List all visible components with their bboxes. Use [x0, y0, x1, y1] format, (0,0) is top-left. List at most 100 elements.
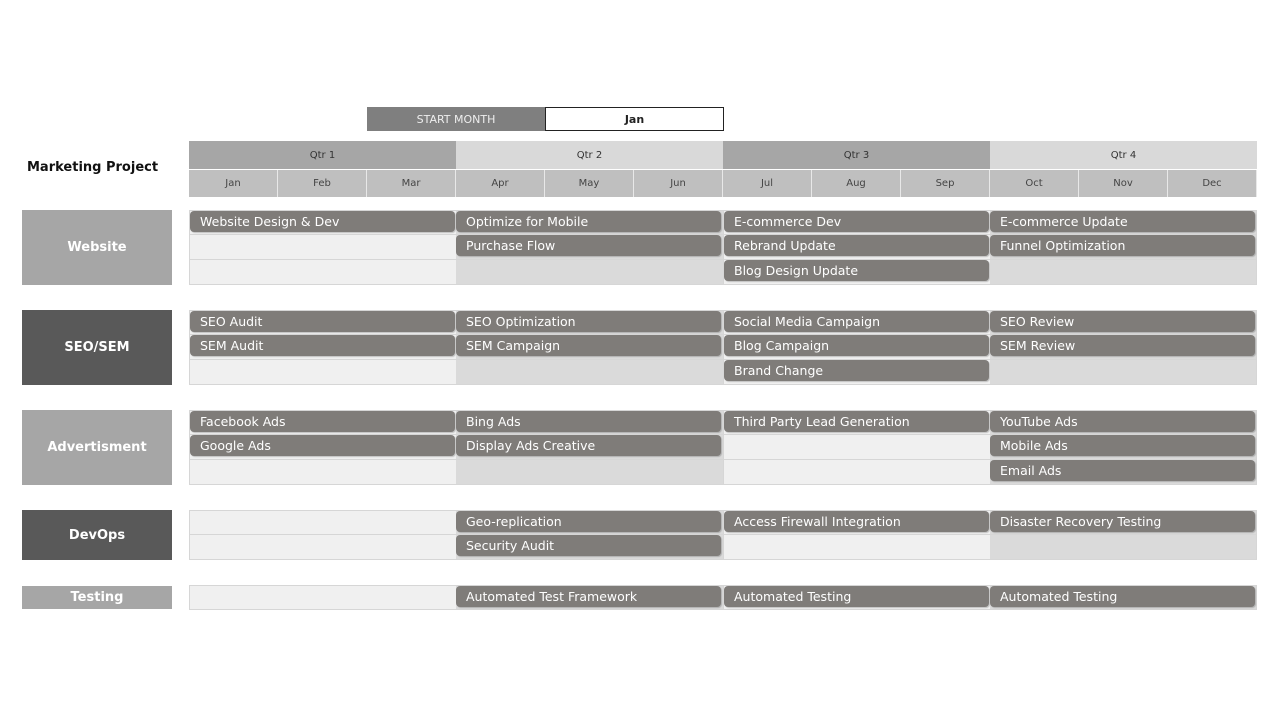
timeline-cell: SEM Review — [990, 335, 1257, 360]
timeline-cell: Website Design & Dev — [189, 210, 456, 235]
timeline-cell — [723, 435, 990, 460]
month-header: Nov — [1079, 170, 1168, 197]
timeline-cell — [189, 585, 456, 610]
timeline-cell: Social Media Campaign — [723, 310, 990, 335]
timeline-cell: SEM Campaign — [456, 335, 723, 360]
timeline-cell: Geo-replication — [456, 510, 723, 535]
timeline-cell: E-commerce Update — [990, 210, 1257, 235]
timeline-cell — [189, 360, 456, 385]
task-bar[interactable]: Purchase Flow — [456, 235, 721, 256]
quarter-header: Qtr 1 — [189, 141, 456, 169]
timeline-cell: YouTube Ads — [990, 410, 1257, 435]
timeline-cell: Funnel Optimization — [990, 235, 1257, 260]
timeline-cell: Automated Testing — [723, 585, 990, 610]
task-bar[interactable]: Social Media Campaign — [724, 311, 989, 332]
task-bar[interactable]: Automated Test Framework — [456, 586, 721, 607]
timeline-cell: Bing Ads — [456, 410, 723, 435]
month-header: May — [545, 170, 634, 197]
start-month-label: START MONTH — [367, 107, 545, 131]
month-header: Jul — [723, 170, 812, 197]
task-bar[interactable]: Mobile Ads — [990, 435, 1255, 456]
task-bar[interactable]: SEO Audit — [190, 311, 455, 332]
timeline-cell: Display Ads Creative — [456, 435, 723, 460]
timeline-cell: Blog Campaign — [723, 335, 990, 360]
timeline-cell: Disaster Recovery Testing — [990, 510, 1257, 535]
month-header: Feb — [278, 170, 367, 197]
task-bar[interactable]: Third Party Lead Generation — [724, 411, 989, 432]
timeline-cell: SEO Audit — [189, 310, 456, 335]
task-bar[interactable]: Automated Testing — [990, 586, 1255, 607]
timeline-cell: Third Party Lead Generation — [723, 410, 990, 435]
task-bar[interactable]: SEM Campaign — [456, 335, 721, 356]
task-bar[interactable]: Brand Change — [724, 360, 989, 381]
task-bar[interactable]: Website Design & Dev — [190, 211, 455, 232]
timeline-cell: Rebrand Update — [723, 235, 990, 260]
task-bar[interactable]: E-commerce Dev — [724, 211, 989, 232]
month-header: Mar — [367, 170, 456, 197]
timeline-cell: E-commerce Dev — [723, 210, 990, 235]
timeline-cell: SEO Optimization — [456, 310, 723, 335]
timeline-cell: Blog Design Update — [723, 260, 990, 285]
timeline-cell — [456, 260, 723, 285]
task-bar[interactable]: Disaster Recovery Testing — [990, 511, 1255, 532]
task-bar[interactable]: Security Audit — [456, 535, 721, 556]
task-bar[interactable]: Google Ads — [190, 435, 455, 456]
timeline-cell: Google Ads — [189, 435, 456, 460]
quarter-header: Qtr 2 — [456, 141, 723, 169]
timeline-cell: Optimize for Mobile — [456, 210, 723, 235]
timeline-cell: SEM Audit — [189, 335, 456, 360]
task-bar[interactable]: Blog Design Update — [724, 260, 989, 281]
timeline-cell: Access Firewall Integration — [723, 510, 990, 535]
timeline-cell — [456, 460, 723, 485]
task-bar[interactable]: SEM Audit — [190, 335, 455, 356]
timeline-cell — [990, 360, 1257, 385]
timeline-cell — [723, 460, 990, 485]
task-bar[interactable]: Display Ads Creative — [456, 435, 721, 456]
timeline-cell: Facebook Ads — [189, 410, 456, 435]
timeline-cell — [723, 535, 990, 560]
task-bar[interactable]: Automated Testing — [724, 586, 989, 607]
month-header: Apr — [456, 170, 545, 197]
timeline-cell — [189, 235, 456, 260]
task-bar[interactable]: YouTube Ads — [990, 411, 1255, 432]
section-label-advertisment: Advertisment — [22, 410, 172, 485]
timeline-cell — [990, 260, 1257, 285]
timeline-cell: Email Ads — [990, 460, 1257, 485]
task-bar[interactable]: Rebrand Update — [724, 235, 989, 256]
month-header: Aug — [812, 170, 901, 197]
timeline-cell: Purchase Flow — [456, 235, 723, 260]
section-label-website: Website — [22, 210, 172, 285]
timeline-cell — [189, 535, 456, 560]
month-header: Oct — [990, 170, 1079, 197]
task-bar[interactable]: Funnel Optimization — [990, 235, 1255, 256]
timeline-cell — [189, 510, 456, 535]
timeline-cell — [189, 460, 456, 485]
timeline-cell: Mobile Ads — [990, 435, 1257, 460]
timeline-cell: Security Audit — [456, 535, 723, 560]
task-bar[interactable]: Facebook Ads — [190, 411, 455, 432]
timeline-cell — [456, 360, 723, 385]
task-bar[interactable]: Bing Ads — [456, 411, 721, 432]
month-header: Sep — [901, 170, 990, 197]
task-bar[interactable]: SEM Review — [990, 335, 1255, 356]
timeline-cell — [990, 535, 1257, 560]
section-label-devops: DevOps — [22, 510, 172, 560]
task-bar[interactable]: Access Firewall Integration — [724, 511, 989, 532]
task-bar[interactable]: SEO Optimization — [456, 311, 721, 332]
month-header: Dec — [1168, 170, 1257, 197]
task-bar[interactable]: SEO Review — [990, 311, 1255, 332]
task-bar[interactable]: Email Ads — [990, 460, 1255, 481]
timeline-cell — [189, 260, 456, 285]
quarter-header: Qtr 4 — [990, 141, 1257, 169]
section-label-seosem: SEO/SEM — [22, 310, 172, 385]
start-month-input[interactable]: Jan — [545, 107, 724, 131]
timeline-cell: Automated Testing — [990, 585, 1257, 610]
task-bar[interactable]: Geo-replication — [456, 511, 721, 532]
task-bar[interactable]: Blog Campaign — [724, 335, 989, 356]
task-bar[interactable]: E-commerce Update — [990, 211, 1255, 232]
timeline-cell: Brand Change — [723, 360, 990, 385]
timeline-cell: SEO Review — [990, 310, 1257, 335]
project-title: Marketing Project — [27, 160, 159, 175]
task-bar[interactable]: Optimize for Mobile — [456, 211, 721, 232]
month-header: Jan — [189, 170, 278, 197]
